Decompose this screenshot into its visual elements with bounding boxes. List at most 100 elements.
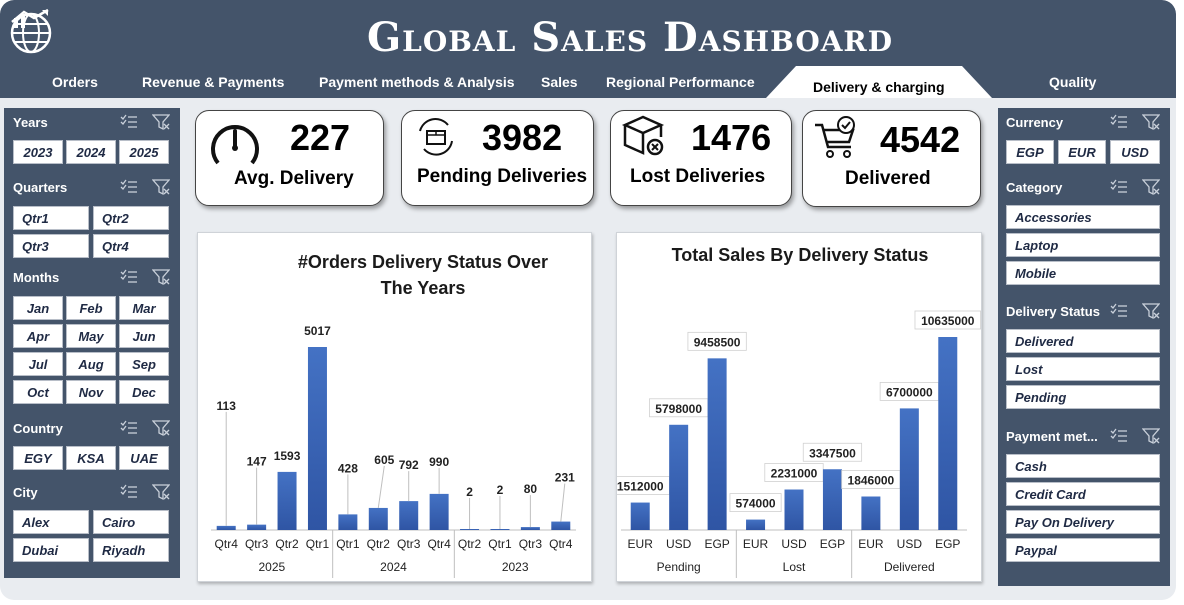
data-label: 5017 [304,324,331,338]
kpi-card-avg-delivery: 227 Avg. Delivery [195,110,384,206]
country-multi-select-icon[interactable] [120,420,138,436]
month-option[interactable]: Jan [13,296,63,320]
kpi-label: Delivered [845,168,931,189]
tab-payment-methods-analysis[interactable]: Payment methods & Analysis [319,74,515,90]
year-option[interactable]: 2025 [119,140,169,164]
currency-option[interactable]: EGP [1006,140,1054,164]
month-option[interactable]: May [66,324,116,348]
year-slicer-title: Years [13,115,48,130]
delivery-status-option[interactable]: Lost [1006,357,1160,381]
data-label: 792 [399,458,419,472]
year-multi-select-icon[interactable] [120,114,138,130]
package-rotate-icon [419,118,453,156]
country-option[interactable]: EGY [13,446,63,470]
category-option[interactable]: Accessories [1006,205,1160,229]
sales-bar-chart: 1512000EUR5798000USD9458500EGPPending574… [617,310,981,578]
delivery-status-slicer-title: Delivery Status [1006,304,1100,319]
delivery-status-clear-filter-icon[interactable] [1142,303,1160,319]
month-option[interactable]: Jun [119,324,169,348]
bar-Delivered-EGP [938,337,958,530]
month-option[interactable]: Nov [66,380,116,404]
month-option[interactable]: Apr [13,324,63,348]
category-clear-filter-icon[interactable] [1142,179,1160,195]
category-multi-select-icon[interactable] [1110,179,1128,195]
globe-chart-logo-icon [10,8,52,54]
city-multi-select-icon[interactable] [120,484,138,500]
category-tick-label: Qtr4 [427,537,451,551]
currency-clear-filter-icon[interactable] [1142,114,1160,130]
tab-regional-performance[interactable]: Regional Performance [606,74,755,90]
active-tab-background [766,66,992,98]
tab-delivery-charging[interactable]: Delivery & charging [813,79,945,95]
page-title: Global Sales Dashboard [367,14,893,61]
data-label: 113 [217,399,237,413]
data-label: 10635000 [921,314,975,328]
leader-line [377,465,385,509]
quarter-option[interactable]: Qtr3 [13,234,89,258]
chart-title: #Orders Delivery Status Over The Years [297,252,549,298]
group-label: Delivered [884,560,935,574]
month-multi-select-icon[interactable] [120,269,138,285]
payment-method-option[interactable]: Paypal [1006,538,1160,562]
bar-2024-Qtr3 [399,501,419,530]
quarter-option[interactable]: Qtr2 [93,206,169,230]
month-option[interactable]: Oct [13,380,63,404]
year-option[interactable]: 2023 [13,140,63,164]
kpi-label: Avg. Delivery [234,168,354,189]
city-option[interactable]: Dubai [13,538,89,562]
month-option[interactable]: Aug [66,352,116,376]
data-label: 1593 [274,449,301,463]
tab-sales[interactable]: Sales [541,74,578,90]
year-clear-filter-icon[interactable] [152,114,170,130]
delivery-status-option[interactable]: Delivered [1006,329,1160,353]
payment-method-clear-filter-icon[interactable] [1142,428,1160,444]
payment-method-option[interactable]: Cash [1006,454,1160,478]
delivery-status-option[interactable]: Pending [1006,385,1160,409]
month-clear-filter-icon[interactable] [152,269,170,285]
country-option[interactable]: UAE [119,446,169,470]
tab-orders[interactable]: Orders [52,74,98,90]
data-label: 2 [466,485,473,499]
bar-Lost-EGP [822,469,842,530]
city-option[interactable]: Riyadh [93,538,169,562]
city-option[interactable]: Cairo [93,510,169,534]
payment-method-option[interactable]: Pay On Delivery [1006,510,1160,534]
city-clear-filter-icon[interactable] [152,484,170,500]
category-option[interactable]: Laptop [1006,233,1160,257]
category-slicer-title: Category [1006,180,1063,195]
currency-option[interactable]: USD [1110,140,1160,164]
delivery-status-multi-select-icon[interactable] [1110,303,1128,319]
kpi-card-pending-deliveries: 3982 Pending Deliveries [401,110,594,206]
chart-orders-delivery-status: #Orders Delivery Status Over The Years 1… [197,232,592,582]
month-option[interactable]: Feb [66,296,116,320]
tab-quality[interactable]: Quality [1049,74,1097,90]
bar-2023-Qtr2 [460,529,480,530]
data-label: 428 [338,461,358,475]
currency-multi-select-icon[interactable] [1110,114,1128,130]
payment-method-option[interactable]: Credit Card [1006,482,1160,506]
country-option[interactable]: KSA [66,446,116,470]
country-clear-filter-icon[interactable] [152,420,170,436]
data-label-box [802,442,863,462]
quarter-option[interactable]: Qtr1 [13,206,89,230]
bar-2025-Qtr2 [277,471,297,530]
payment-method-multi-select-icon[interactable] [1110,428,1128,444]
month-option[interactable]: Sep [119,352,169,376]
tab-revenue-payments[interactable]: Revenue & Payments [142,74,285,90]
category-tick-label: Qtr4 [215,537,239,551]
month-option[interactable]: Mar [119,296,169,320]
month-option[interactable]: Dec [119,380,169,404]
data-label-box [729,493,782,512]
cart-check-icon [815,116,855,158]
bar-Lost-USD [784,489,804,530]
quarter-option[interactable]: Qtr4 [93,234,169,258]
quarter-multi-select-icon[interactable] [120,179,138,195]
year-option[interactable]: 2024 [66,140,116,164]
currency-option[interactable]: EUR [1058,140,1106,164]
category-tick-label: Qtr3 [397,537,421,551]
category-tick-label: EGP [704,537,729,551]
city-option[interactable]: Alex [13,510,89,534]
month-option[interactable]: Jul [13,352,63,376]
category-option[interactable]: Mobile [1006,261,1160,285]
quarter-clear-filter-icon[interactable] [152,179,170,195]
